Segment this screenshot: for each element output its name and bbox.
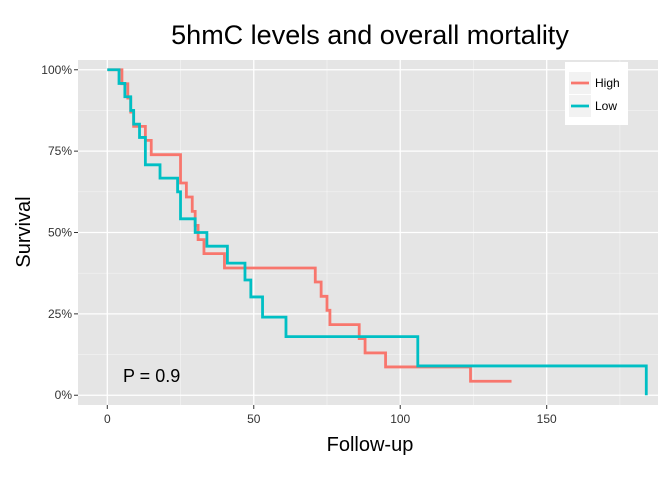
y-axis: 0% 25% 50% 75% 100% xyxy=(41,63,78,402)
x-tick-label: 50 xyxy=(247,412,261,426)
series-line-low xyxy=(107,68,648,396)
legend: High Low xyxy=(565,62,628,125)
chart-title: 5hmC levels and overall mortality xyxy=(171,20,569,50)
x-tick-label: 100 xyxy=(390,412,410,426)
y-tick-label: 100% xyxy=(41,63,72,77)
x-axis: 0 50 100 150 xyxy=(104,405,557,426)
y-tick-label: 25% xyxy=(48,307,72,321)
x-tick-label: 150 xyxy=(537,412,557,426)
legend-label-low: Low xyxy=(595,99,617,113)
x-tick-label: 0 xyxy=(104,412,111,426)
legend-label-high: High xyxy=(595,76,620,90)
p-value-annotation: P = 0.9 xyxy=(123,366,180,386)
series-layer xyxy=(107,68,648,396)
y-tick-label: 0% xyxy=(55,388,73,402)
major-gridlines xyxy=(78,60,658,405)
y-tick-label: 50% xyxy=(48,226,72,240)
y-tick-label: 75% xyxy=(48,144,72,158)
x-axis-title: Follow-up xyxy=(327,434,414,456)
y-axis-title: Survival xyxy=(13,196,35,267)
